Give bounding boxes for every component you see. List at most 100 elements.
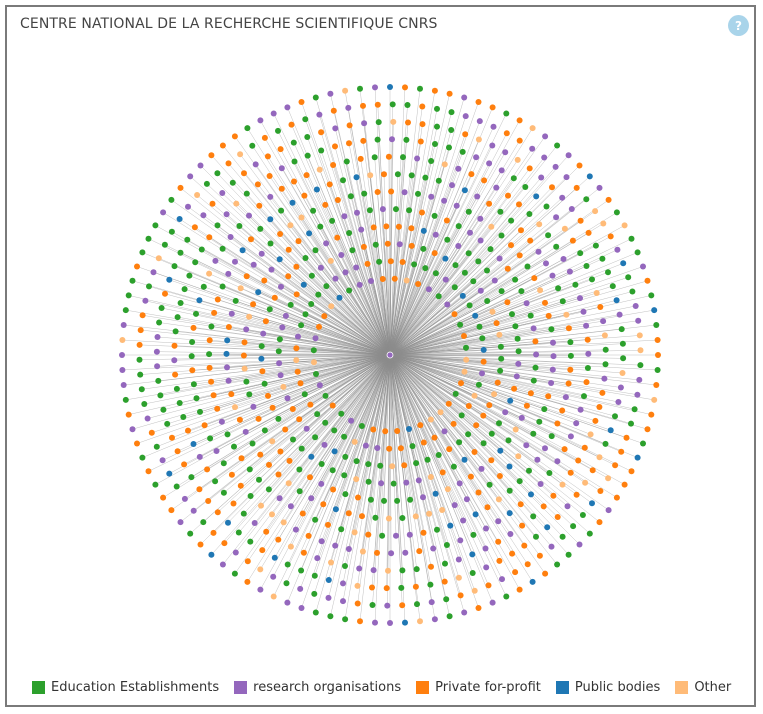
partner-node[interactable] [495, 496, 502, 503]
partner-node[interactable] [385, 153, 392, 160]
partner-node[interactable] [191, 224, 198, 231]
partner-node[interactable] [190, 381, 197, 388]
partner-node[interactable] [156, 319, 163, 326]
partner-node[interactable] [280, 383, 287, 390]
partner-node[interactable] [208, 152, 215, 159]
partner-node[interactable] [296, 488, 303, 495]
partner-node[interactable] [320, 501, 327, 508]
partner-node[interactable] [582, 479, 589, 486]
partner-node[interactable] [581, 393, 587, 400]
partner-node[interactable] [134, 440, 140, 447]
partner-node[interactable] [592, 242, 599, 249]
partner-node[interactable] [239, 247, 246, 254]
partner-node[interactable] [244, 578, 251, 585]
partner-node[interactable] [419, 209, 425, 216]
partner-node[interactable] [345, 104, 352, 111]
partner-node[interactable] [224, 431, 231, 438]
partner-node[interactable] [231, 133, 238, 140]
partner-node[interactable] [377, 462, 384, 469]
partner-node[interactable] [443, 217, 450, 224]
partner-node[interactable] [545, 312, 552, 319]
partner-node[interactable] [385, 567, 391, 574]
partner-node[interactable] [484, 298, 491, 304]
partner-node[interactable] [541, 154, 548, 161]
partner-node[interactable] [579, 512, 586, 518]
partner-node[interactable] [506, 463, 513, 470]
partner-node[interactable] [279, 324, 286, 331]
partner-node[interactable] [461, 94, 468, 101]
partner-node[interactable] [129, 426, 136, 433]
partner-node[interactable] [302, 255, 309, 261]
partner-node[interactable] [417, 85, 423, 92]
partner-node[interactable] [625, 274, 632, 281]
partner-node[interactable] [323, 240, 330, 247]
partner-node[interactable] [287, 301, 294, 308]
partner-node[interactable] [459, 292, 466, 299]
partner-node[interactable] [171, 357, 178, 364]
partner-node[interactable] [173, 385, 180, 392]
partner-node[interactable] [530, 325, 537, 332]
partner-node[interactable] [236, 223, 243, 229]
partner-node[interactable] [246, 313, 253, 320]
partner-node[interactable] [193, 310, 199, 317]
partner-node[interactable] [529, 125, 536, 132]
partner-node[interactable] [322, 392, 329, 399]
partner-node[interactable] [139, 454, 146, 461]
partner-node[interactable] [358, 423, 365, 429]
partner-node[interactable] [498, 355, 505, 362]
partner-node[interactable] [567, 339, 574, 346]
partner-node[interactable] [466, 302, 473, 309]
partner-node[interactable] [414, 155, 421, 162]
partner-node[interactable] [119, 337, 126, 343]
partner-node[interactable] [533, 533, 539, 540]
partner-node[interactable] [518, 414, 525, 421]
partner-node[interactable] [601, 332, 608, 339]
partner-node[interactable] [584, 365, 591, 371]
partner-node[interactable] [374, 549, 380, 556]
partner-node[interactable] [210, 392, 217, 399]
partner-node[interactable] [383, 223, 390, 230]
partner-node[interactable] [330, 486, 337, 493]
partner-node[interactable] [345, 510, 352, 517]
partner-node[interactable] [237, 151, 244, 158]
partner-node[interactable] [159, 457, 166, 464]
partner-node[interactable] [196, 453, 203, 460]
partner-node[interactable] [353, 476, 360, 483]
partner-node[interactable] [653, 382, 660, 388]
partner-node[interactable] [545, 232, 552, 239]
partner-node[interactable] [519, 522, 526, 529]
partner-node[interactable] [452, 262, 459, 269]
partner-node[interactable] [330, 162, 337, 168]
partner-node[interactable] [457, 321, 464, 328]
partner-node[interactable] [548, 326, 555, 333]
partner-node[interactable] [375, 119, 382, 126]
partner-node[interactable] [342, 563, 348, 569]
partner-node[interactable] [599, 255, 606, 262]
partner-node[interactable] [372, 619, 378, 626]
partner-node[interactable] [463, 344, 469, 351]
partner-node[interactable] [382, 428, 389, 435]
partner-node[interactable] [403, 136, 410, 143]
partner-node[interactable] [341, 472, 348, 479]
partner-node[interactable] [236, 416, 243, 423]
partner-node[interactable] [644, 277, 651, 284]
partner-node[interactable] [255, 289, 262, 296]
partner-node[interactable] [528, 491, 534, 498]
partner-node[interactable] [129, 277, 136, 284]
partner-node[interactable] [298, 445, 305, 452]
partner-node[interactable] [266, 306, 273, 313]
partner-node[interactable] [636, 332, 643, 339]
partner-node[interactable] [240, 510, 247, 517]
partner-node[interactable] [394, 497, 401, 504]
partner-node[interactable] [152, 481, 159, 488]
partner-node[interactable] [467, 229, 473, 236]
partner-node[interactable] [514, 156, 521, 163]
partner-node[interactable] [286, 457, 293, 464]
partner-node[interactable] [432, 231, 439, 238]
partner-node[interactable] [394, 428, 401, 434]
partner-node[interactable] [441, 578, 448, 585]
partner-node[interactable] [262, 318, 269, 325]
partner-node[interactable] [354, 600, 361, 607]
partner-node[interactable] [618, 326, 625, 333]
partner-node[interactable] [548, 433, 555, 440]
